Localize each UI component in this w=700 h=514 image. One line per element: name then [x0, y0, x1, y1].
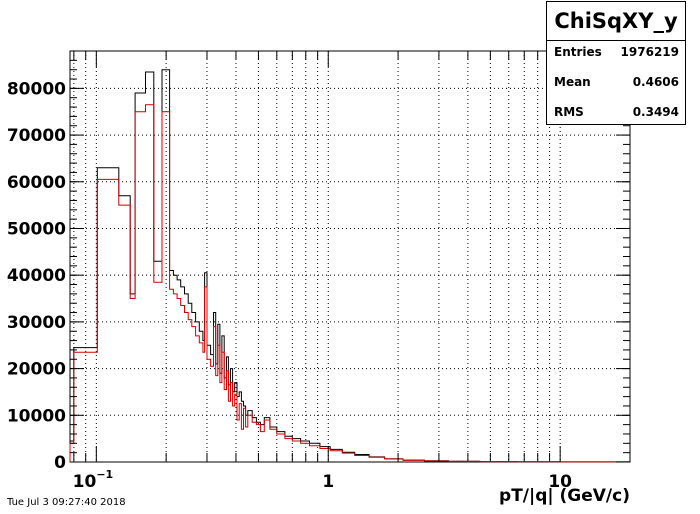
y-tick-label: 70000 [7, 126, 66, 146]
y-tick-label: 80000 [7, 79, 66, 99]
y-tick-label: 60000 [7, 173, 66, 193]
series-layer [69, 69, 630, 463]
stats-key: RMS [554, 105, 584, 119]
stats-row-rms: RMS 0.3494 [547, 101, 685, 131]
y-tick-label: 40000 [7, 266, 66, 286]
stats-row-mean: Mean 0.4606 [547, 71, 685, 101]
y-tick-label: 20000 [7, 360, 66, 380]
datestamp: Tue Jul 3 09:27:40 2018 [7, 497, 126, 508]
x-tick-labels: 10 −1 1 10 [73, 468, 573, 492]
plot-frame [69, 50, 631, 463]
x-axis-title: pT/|q| (GeV/c) [499, 486, 630, 506]
y-tick-label: 30000 [7, 313, 66, 333]
stats-title: ChiSqXY_y [547, 2, 685, 41]
stats-value: 1976219 [620, 45, 679, 59]
histogram-series-1 [69, 104, 630, 463]
y-tick-labels: 0 10000 20000 30000 40000 50000 60000 70000 8000… [7, 79, 66, 473]
stats-row-entries: Entries 1976219 [547, 41, 685, 71]
stats-key: Entries [554, 45, 602, 59]
y-tick-label: 0 [54, 453, 66, 473]
stats-box: ChiSqXY_y Entries 1976219 Mean 0.4606 RM… [546, 1, 686, 125]
x-tick-label: 10 [73, 472, 97, 492]
y-tick-label: 10000 [7, 406, 66, 426]
stats-value: 0.3494 [632, 105, 679, 119]
histogram-series-0 [69, 69, 630, 463]
x-tick-label: 1 [322, 472, 334, 492]
stats-key: Mean [554, 75, 591, 89]
y-tick-label: 50000 [7, 219, 66, 239]
stats-value: 0.4606 [632, 75, 679, 89]
x-tick-label: 10 [548, 472, 572, 492]
x-tick-exponent: −1 [96, 468, 113, 481]
